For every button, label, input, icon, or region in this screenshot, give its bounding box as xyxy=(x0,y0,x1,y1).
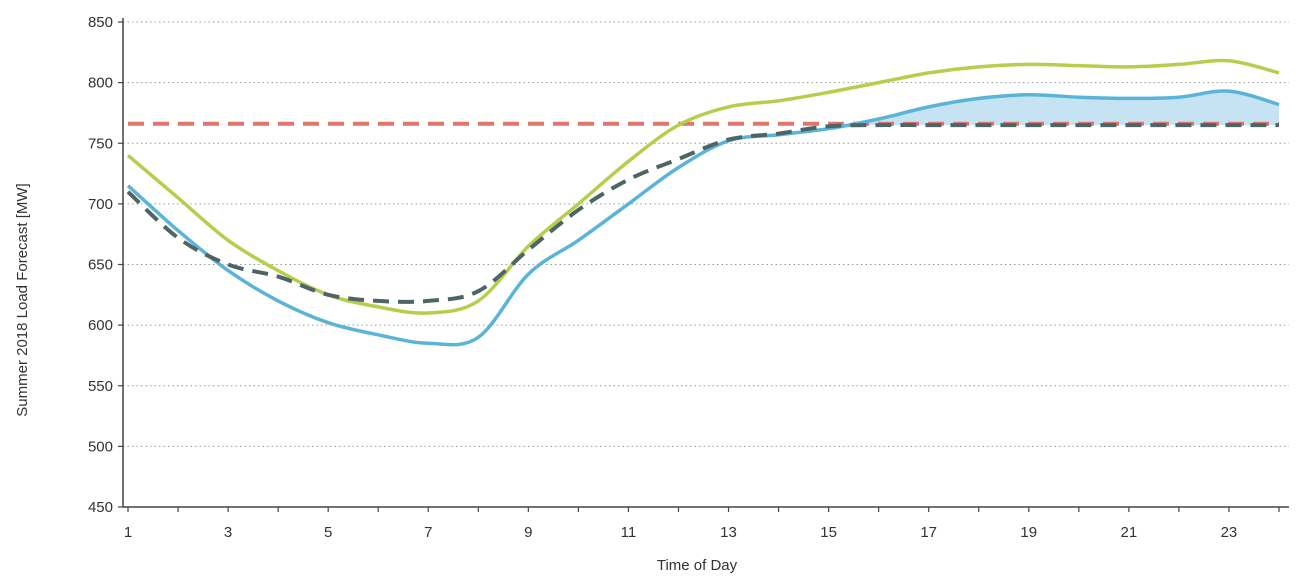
x-tick-label: 1 xyxy=(124,524,132,541)
y-tick-label: 500 xyxy=(88,438,113,455)
y-tick-label: 550 xyxy=(88,378,113,395)
grid-layer xyxy=(123,21,1289,447)
y-tick-label: 450 xyxy=(88,499,113,516)
series-layer xyxy=(126,58,1280,347)
y-axis-title: Summer 2018 Load Forecast [MW] xyxy=(14,183,31,416)
x-tick-label: 17 xyxy=(920,524,937,541)
x-axis-title: Time of Day xyxy=(657,557,738,574)
axis-layer xyxy=(122,18,1289,508)
y-tick-label: 700 xyxy=(88,196,113,213)
series-line xyxy=(126,58,1280,315)
series-line xyxy=(126,89,1280,347)
x-tick-label: 3 xyxy=(224,524,232,541)
y-tick-label: 850 xyxy=(88,14,113,31)
x-tick-label: 13 xyxy=(720,524,737,541)
x-tick-label: 7 xyxy=(424,524,432,541)
y-tick-label: 650 xyxy=(88,257,113,274)
x-tick-label: 19 xyxy=(1020,524,1037,541)
x-tick-label: 21 xyxy=(1121,524,1138,541)
x-tick-label: 9 xyxy=(524,524,532,541)
area-layer xyxy=(828,90,1279,129)
y-tick-label: 800 xyxy=(88,75,113,92)
y-tick-label: 600 xyxy=(88,317,113,334)
x-tick-label: 23 xyxy=(1221,524,1238,541)
x-tick-label: 5 xyxy=(324,524,332,541)
series-line xyxy=(126,123,1279,304)
y-tick-label: 750 xyxy=(88,135,113,152)
x-tick-label: 15 xyxy=(820,524,837,541)
shaded-area xyxy=(828,90,1279,129)
x-tick-label: 11 xyxy=(621,524,637,541)
